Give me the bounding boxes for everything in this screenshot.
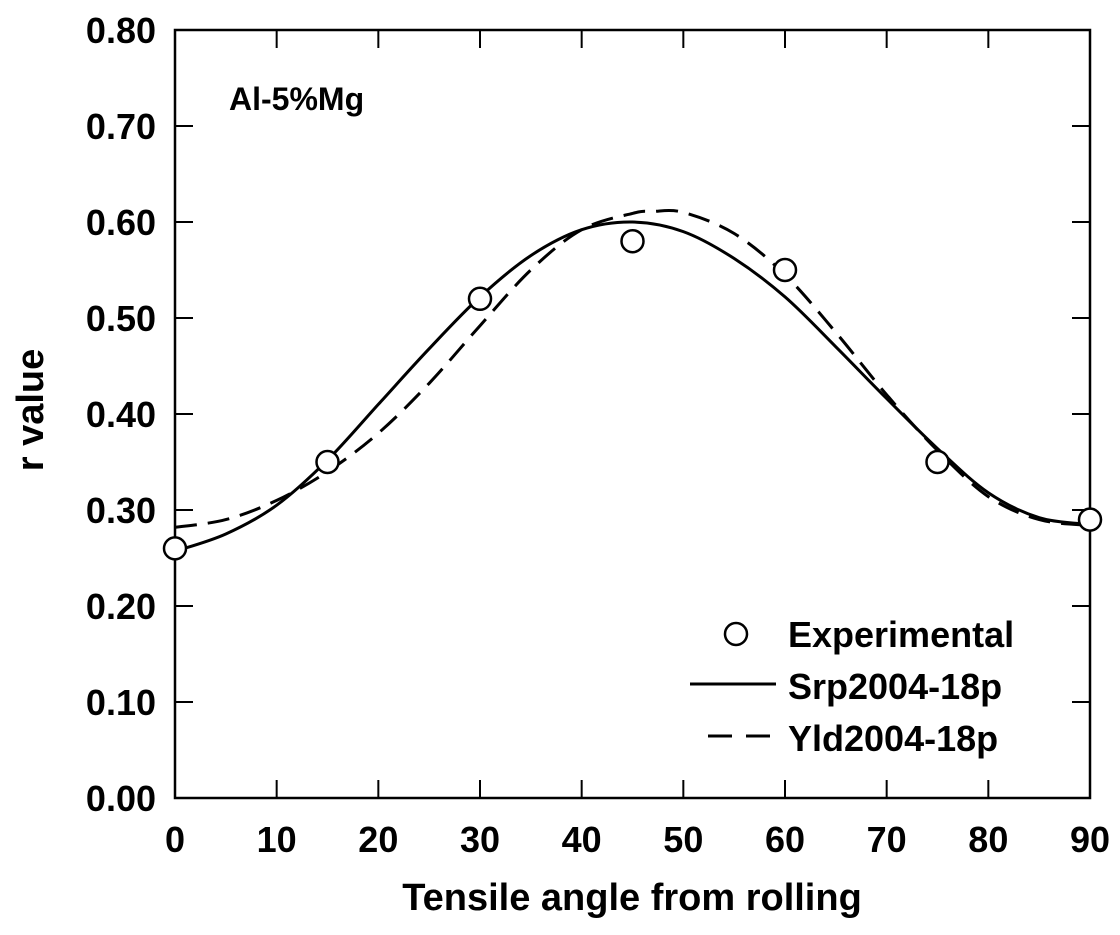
y-tick-label: 0.20 xyxy=(86,586,156,627)
y-tick-label: 0.00 xyxy=(86,778,156,819)
series-lines xyxy=(174,208,1091,553)
legend-label-yld2004-18p: Yld2004-18p xyxy=(788,718,998,759)
legend-label-experimental: Experimental xyxy=(788,614,1014,655)
experimental-point xyxy=(772,257,798,283)
legend-marker-experimental xyxy=(723,621,749,647)
x-tick-label: 0 xyxy=(165,819,185,860)
x-tick-label: 90 xyxy=(1070,819,1110,860)
x-tick-label: 80 xyxy=(968,819,1008,860)
y-tick-label: 0.80 xyxy=(86,10,156,51)
x-tick-label: 30 xyxy=(460,819,500,860)
y-tick-label: 0.40 xyxy=(86,394,156,435)
x-tick-label: 20 xyxy=(358,819,398,860)
x-tick-label: 70 xyxy=(867,819,907,860)
x-tick-label: 10 xyxy=(257,819,297,860)
axis-ticks xyxy=(174,29,1091,799)
tick-labels: 0 10 20 30 40 50 60 70 80 90 0.00 0.10 0.20 0.30 0.40 0… xyxy=(86,10,1110,860)
y-axis-title: r value xyxy=(10,349,52,472)
experimental-point xyxy=(620,228,645,254)
legend: Experimental Srp2004-18p Yld2004-18p xyxy=(690,614,1014,759)
experimental-point xyxy=(162,536,188,561)
experimental-point xyxy=(1077,507,1103,532)
experimental-point xyxy=(315,449,340,475)
y-tick-label: 0.50 xyxy=(86,298,156,339)
series-line-yld2004-18p xyxy=(174,208,1091,529)
x-axis-title: Tensile angle from rolling xyxy=(402,877,862,919)
experimental-point xyxy=(467,286,493,312)
y-tick-label: 0.70 xyxy=(86,106,156,147)
y-tick-label: 0.10 xyxy=(86,682,156,723)
material-annotation: Al-5%Mg xyxy=(229,81,364,117)
y-tick-label: 0.60 xyxy=(86,202,156,243)
x-tick-label: 40 xyxy=(562,819,602,860)
experimental-markers xyxy=(162,228,1103,561)
experimental-point xyxy=(925,449,950,475)
x-tick-label: 60 xyxy=(765,819,805,860)
y-tick-label: 0.30 xyxy=(86,490,156,531)
legend-label-srp2004-18p: Srp2004-18p xyxy=(788,666,1002,707)
series-line-srp2004-18p xyxy=(174,220,1091,553)
x-tick-label: 50 xyxy=(663,819,703,860)
